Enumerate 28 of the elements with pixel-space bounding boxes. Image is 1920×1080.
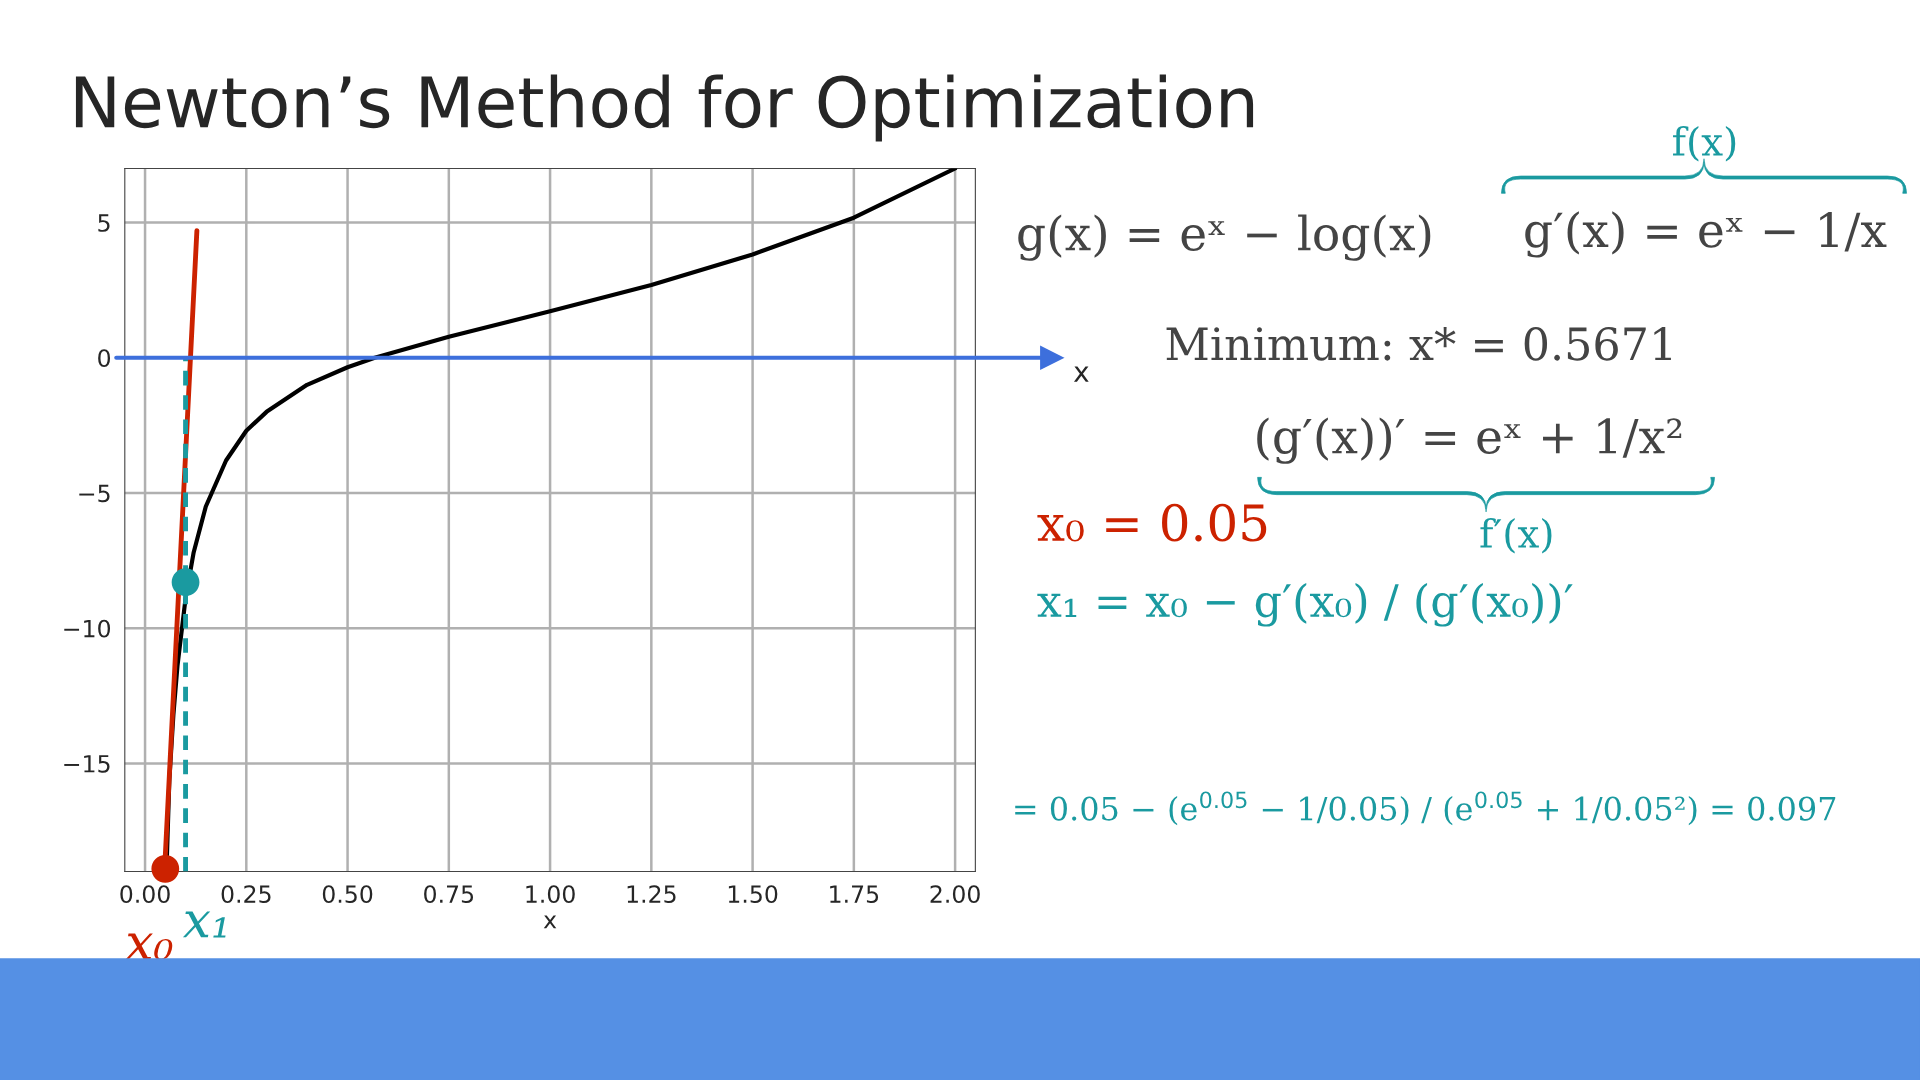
annotation: x₁	[182, 911, 226, 938]
x-axis-title: x	[543, 915, 557, 929]
text: = 0.05 − (e$^{0.05}$ − 1/0.05) / (e$^{0.05}$ + 1/0.05²) = 0.097	[1015, 791, 1836, 826]
annotation: x₀	[125, 933, 173, 961]
y-tick-label: 5	[98, 214, 110, 232]
x-tick-label: 1.75	[830, 885, 879, 904]
text: x₀ = 0.05	[1037, 503, 1267, 542]
text: (g′(x))′ = eˣ + 1/x²	[1257, 417, 1682, 464]
x-tick-label: 0.00	[120, 885, 170, 904]
x-tick-label: 0.25	[221, 885, 271, 904]
y-tick-label: −15	[64, 755, 110, 773]
y-tick-label: −10	[64, 619, 111, 638]
y-tick-label: 0	[98, 349, 111, 368]
text: x₁ = x₀ − g′(x₀) / (g′(x₀))′	[1037, 582, 1573, 627]
x-tick-label: 0.50	[322, 885, 373, 904]
y-tick-label: −5	[79, 484, 110, 503]
x-tick-label: 1.00	[526, 885, 575, 904]
x-tick-label: 1.50	[728, 885, 778, 904]
x-tick-label: 1.25	[627, 885, 676, 904]
chart-title: Newton’s Method for Optimization	[75, 74, 1254, 142]
text: f(x)	[1673, 125, 1736, 162]
x-tick-label: 0.75	[424, 885, 474, 904]
ref-line-label: x	[1073, 366, 1089, 382]
text: g(x) = eˣ − log(x)	[1018, 214, 1431, 261]
x-tick-label: 2.00	[930, 885, 980, 904]
text: g′(x) = eˣ − 1/x	[1525, 211, 1887, 258]
text: f′(x)	[1480, 517, 1552, 554]
text: Minimum: x* = 0.5671	[1166, 327, 1671, 361]
